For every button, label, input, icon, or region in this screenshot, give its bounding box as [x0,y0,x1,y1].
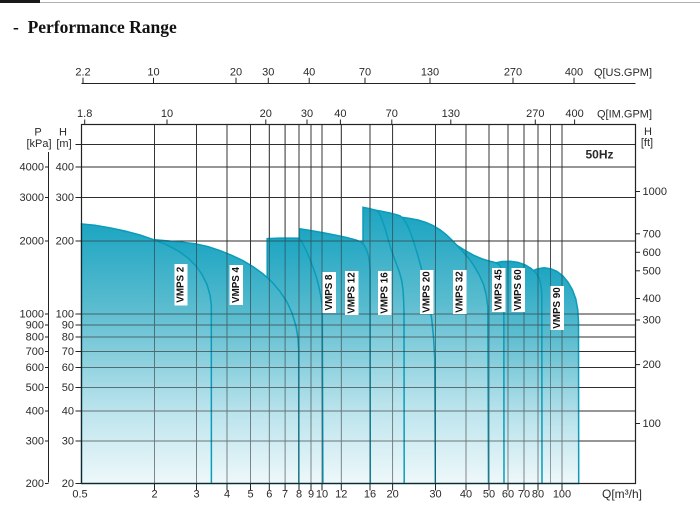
svg-text:4000: 4000 [20,162,44,174]
svg-text:20: 20 [62,478,74,490]
svg-text:1000: 1000 [643,186,667,198]
svg-text:VMPS 45: VMPS 45 [493,269,504,311]
svg-text:130: 130 [421,67,439,79]
svg-text:20: 20 [260,108,272,120]
svg-text:400: 400 [56,162,74,174]
svg-text:30: 30 [62,436,74,448]
svg-text:60: 60 [502,489,514,501]
svg-text:VMPS 90: VMPS 90 [552,287,563,329]
svg-text:1.8: 1.8 [77,108,92,120]
svg-text:500: 500 [643,265,661,277]
svg-text:400: 400 [26,406,44,418]
svg-text:VMPS 2: VMPS 2 [176,266,187,302]
svg-text:50: 50 [62,382,74,394]
svg-text:VMPS 8: VMPS 8 [324,274,335,310]
svg-text:700: 700 [643,228,661,240]
svg-text:16: 16 [364,489,376,501]
svg-text:300: 300 [26,436,44,448]
svg-text:VMPS 60: VMPS 60 [513,269,524,311]
svg-text:20: 20 [386,489,398,501]
svg-text:700: 700 [26,346,44,358]
svg-text:2000: 2000 [20,236,44,248]
svg-text:90: 90 [62,320,74,332]
svg-text:2: 2 [151,489,157,501]
svg-text:Q[IM.GPM]: Q[IM.GPM] [597,109,652,121]
svg-text:4: 4 [224,489,230,501]
svg-text:200: 200 [56,236,74,248]
svg-text:130: 130 [442,108,460,120]
svg-text:50Hz: 50Hz [585,148,613,162]
svg-text:40: 40 [303,67,315,79]
svg-text:270: 270 [526,108,544,120]
svg-text:400: 400 [565,67,583,79]
svg-text:H: H [644,126,652,138]
svg-text:40: 40 [62,406,74,418]
svg-text:3000: 3000 [20,192,44,204]
svg-text:VMPS 20: VMPS 20 [421,271,432,313]
svg-text:70: 70 [518,489,530,501]
svg-text:70: 70 [359,67,371,79]
svg-text:12: 12 [335,489,347,501]
svg-text:VMPS 16: VMPS 16 [379,272,390,314]
svg-text:80: 80 [532,489,544,501]
svg-text:30: 30 [301,108,313,120]
svg-text:20: 20 [230,67,242,79]
svg-text:0.5: 0.5 [72,489,87,501]
svg-text:9: 9 [308,489,314,501]
svg-text:8: 8 [296,489,302,501]
svg-text:1000: 1000 [20,309,44,321]
svg-text:30: 30 [429,489,441,501]
svg-text:60: 60 [62,362,74,374]
svg-text:400: 400 [643,293,661,305]
svg-text:2.2: 2.2 [75,67,90,79]
svg-text:70: 70 [62,346,74,358]
svg-text:VMPS 32: VMPS 32 [454,271,465,313]
svg-text:Q[US.GPM]: Q[US.GPM] [594,67,652,79]
svg-text:50: 50 [483,489,495,501]
svg-text:7: 7 [282,489,288,501]
svg-text:500: 500 [26,382,44,394]
svg-text:[ft]: [ft] [641,137,653,149]
svg-text:900: 900 [26,320,44,332]
svg-text:30: 30 [262,67,274,79]
svg-text:600: 600 [26,362,44,374]
svg-text:P: P [34,127,41,139]
svg-text:270: 270 [504,67,522,79]
svg-text:VMPS 12: VMPS 12 [346,272,357,314]
svg-text:10: 10 [161,108,173,120]
svg-text:40: 40 [460,489,472,501]
svg-text:5: 5 [247,489,253,501]
svg-text:200: 200 [26,478,44,490]
svg-text:[kPa]: [kPa] [26,138,51,150]
svg-text:H: H [59,127,67,139]
svg-text:40: 40 [334,108,346,120]
svg-text:3: 3 [193,489,199,501]
svg-text:[m]: [m] [56,138,71,150]
svg-text:70: 70 [386,108,398,120]
svg-text:Q[m³/h]: Q[m³/h] [602,487,642,501]
svg-text:600: 600 [643,247,661,259]
svg-text:VMPS 4: VMPS 4 [231,266,242,302]
svg-text:800: 800 [26,332,44,344]
svg-text:100: 100 [553,489,571,501]
svg-text:80: 80 [62,332,74,344]
svg-text:200: 200 [643,359,661,371]
svg-text:6: 6 [266,489,272,501]
svg-text:10: 10 [316,489,328,501]
svg-text:300: 300 [643,315,661,327]
svg-text:100: 100 [56,309,74,321]
svg-text:300: 300 [56,192,74,204]
svg-text:10: 10 [147,67,159,79]
svg-text:400: 400 [565,108,583,120]
svg-text:100: 100 [643,418,661,430]
